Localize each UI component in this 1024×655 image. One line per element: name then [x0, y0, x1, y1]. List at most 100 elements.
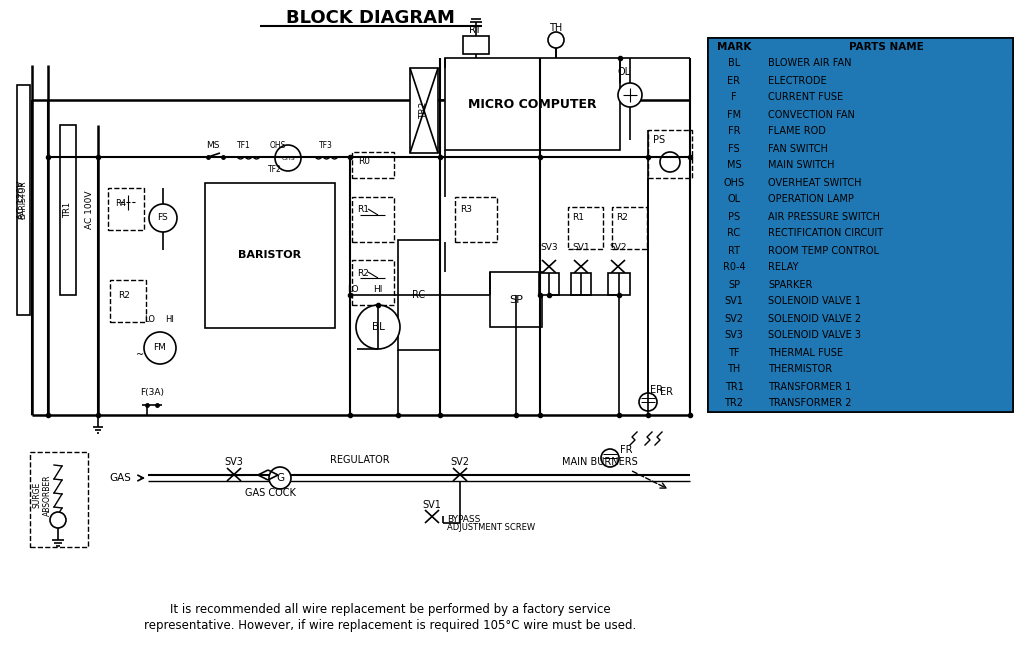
- Text: R1: R1: [357, 206, 369, 214]
- Text: TF2: TF2: [268, 166, 282, 174]
- Text: PS: PS: [653, 135, 666, 145]
- Bar: [708, 361, 1013, 378]
- Text: PARTS NAME: PARTS NAME: [849, 41, 924, 52]
- Text: F(3A): F(3A): [140, 388, 164, 396]
- Text: AC 100V: AC 100V: [85, 191, 94, 229]
- Text: R3: R3: [460, 206, 472, 214]
- Bar: [60, 125, 76, 295]
- Text: TF: TF: [728, 348, 739, 358]
- Text: SV1: SV1: [725, 297, 743, 307]
- Text: RC: RC: [727, 229, 740, 238]
- Circle shape: [660, 152, 680, 172]
- Text: GAS: GAS: [110, 473, 131, 483]
- Text: R2: R2: [118, 291, 130, 301]
- Bar: [708, 378, 1013, 395]
- Text: PS: PS: [728, 212, 740, 221]
- Circle shape: [50, 512, 66, 528]
- Text: BL: BL: [728, 58, 740, 69]
- Text: R2: R2: [616, 212, 628, 221]
- Text: OPERATION LAMP: OPERATION LAMP: [768, 195, 854, 204]
- Bar: [708, 293, 1013, 310]
- Bar: [708, 208, 1013, 225]
- Text: ~: ~: [136, 350, 144, 360]
- Bar: [708, 276, 1013, 293]
- Text: SV2: SV2: [609, 244, 627, 252]
- Text: BYPASS: BYPASS: [447, 515, 480, 525]
- Text: CURRENT FUSE: CURRENT FUSE: [768, 92, 843, 102]
- Bar: [17, 85, 30, 315]
- Bar: [463, 36, 489, 54]
- Text: SV3: SV3: [541, 244, 558, 252]
- Text: It is recommended all wire replacement be performed by a factory service: It is recommended all wire replacement b…: [170, 603, 610, 616]
- Text: MICRO COMPUTER: MICRO COMPUTER: [468, 98, 596, 111]
- Text: SV1: SV1: [572, 244, 590, 252]
- Text: R4: R4: [115, 198, 126, 208]
- Circle shape: [356, 305, 400, 349]
- Bar: [708, 89, 1013, 106]
- Text: SOLENOID VALVE 3: SOLENOID VALVE 3: [768, 331, 861, 341]
- Text: F: F: [731, 92, 737, 102]
- Text: ER: ER: [727, 75, 740, 86]
- Text: TRANSFORMER 2: TRANSFORMER 2: [768, 398, 852, 409]
- Text: FM: FM: [154, 343, 167, 352]
- Bar: [445, 58, 620, 150]
- Bar: [708, 327, 1013, 344]
- Bar: [708, 123, 1013, 140]
- Text: R0: R0: [358, 157, 370, 166]
- Text: TR2: TR2: [725, 398, 743, 409]
- Text: G: G: [275, 473, 284, 483]
- Text: RELAY: RELAY: [768, 263, 799, 272]
- Text: TRANSFORMER 1: TRANSFORMER 1: [768, 381, 851, 392]
- Text: SV3: SV3: [224, 457, 244, 467]
- Bar: [708, 395, 1013, 412]
- Text: SOLENOID VALVE 2: SOLENOID VALVE 2: [768, 314, 861, 324]
- Bar: [612, 207, 647, 249]
- Bar: [205, 183, 335, 328]
- Text: CONVECTION FAN: CONVECTION FAN: [768, 109, 855, 119]
- Text: ER: ER: [660, 387, 673, 397]
- Text: TF1: TF1: [238, 141, 251, 149]
- Circle shape: [601, 449, 618, 467]
- Text: ABSORBER: ABSORBER: [43, 474, 51, 515]
- Text: SV3: SV3: [725, 331, 743, 341]
- Bar: [708, 38, 1013, 55]
- Text: BL: BL: [372, 322, 384, 332]
- Text: FR: FR: [620, 445, 633, 455]
- Circle shape: [144, 332, 176, 364]
- Text: MS: MS: [727, 160, 741, 170]
- Text: SURGE: SURGE: [33, 482, 42, 508]
- Text: LO: LO: [144, 316, 156, 324]
- Bar: [708, 242, 1013, 259]
- Text: SP: SP: [728, 280, 740, 290]
- Text: OVERHEAT SWITCH: OVERHEAT SWITCH: [768, 178, 861, 187]
- Text: TH: TH: [727, 364, 740, 375]
- Text: SV2: SV2: [725, 314, 743, 324]
- Bar: [352, 197, 394, 242]
- Text: OHS: OHS: [723, 178, 744, 187]
- Circle shape: [618, 83, 642, 107]
- Bar: [708, 174, 1013, 191]
- Text: BARISTOR: BARISTOR: [18, 181, 28, 219]
- Text: OL: OL: [727, 195, 740, 204]
- Text: LO: LO: [347, 286, 358, 295]
- Text: TR1: TR1: [63, 202, 73, 218]
- Bar: [539, 273, 559, 295]
- Text: R2: R2: [357, 269, 369, 278]
- Text: REGULATOR: REGULATOR: [330, 455, 390, 465]
- Text: BARISTOR: BARISTOR: [239, 250, 301, 260]
- Text: FR: FR: [728, 126, 740, 136]
- Circle shape: [548, 32, 564, 48]
- Bar: [708, 310, 1013, 327]
- Bar: [708, 140, 1013, 157]
- Text: MS: MS: [206, 141, 220, 149]
- Bar: [708, 225, 1013, 242]
- Text: FS: FS: [728, 143, 739, 153]
- Text: RECTIFICATION CIRCUIT: RECTIFICATION CIRCUIT: [768, 229, 883, 238]
- Text: FLAME ROD: FLAME ROD: [768, 126, 826, 136]
- Text: representative. However, if wire replacement is required 105°C wire must be used: representative. However, if wire replace…: [144, 618, 636, 631]
- Text: ROOM TEMP CONTROL: ROOM TEMP CONTROL: [768, 246, 879, 255]
- Bar: [708, 72, 1013, 89]
- Text: SPARKER: SPARKER: [768, 280, 812, 290]
- Bar: [568, 207, 603, 249]
- Bar: [490, 272, 542, 327]
